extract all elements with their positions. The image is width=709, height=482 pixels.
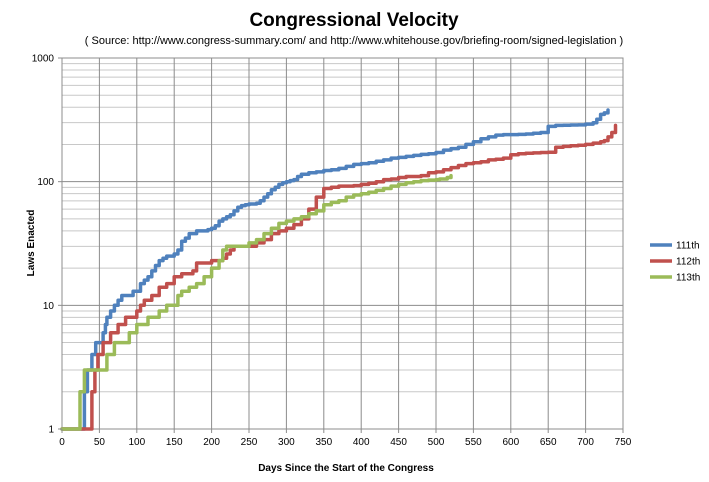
x-tick-label: 250 [241,437,258,448]
x-tick-label: 450 [390,437,407,448]
y-tick-label: 1000 [32,54,55,65]
series-line-112th [60,123,618,431]
legend-label-112th: 112th [676,257,700,268]
legend: 111th 112th 113th [650,241,700,284]
x-tick-label: 50 [94,437,106,448]
x-tick-label: 0 [59,437,65,448]
x-tick-label: 650 [540,437,557,448]
x-tick-label: 100 [128,437,145,448]
x-tick-label: 750 [615,437,632,448]
chart-title: Congressional Velocity [249,10,458,31]
series-line-111th [60,108,610,431]
plot-border [61,57,624,430]
x-axis-label: Days Since the Start of the Congress [258,463,434,474]
x-tick-label: 300 [278,437,295,448]
y-tick-label: 100 [37,177,54,188]
y-tick-label: 1 [48,425,54,436]
x-tick-label: 500 [428,437,445,448]
x-tick-label: 150 [166,437,183,448]
plot-background [62,58,623,429]
series-line-113th [60,173,453,431]
x-tick-label: 350 [315,437,332,448]
x-tick-label: 200 [203,437,220,448]
series-layer [60,108,618,431]
x-tick-label: 600 [502,437,519,448]
y-axis-label: Laws Enacted [26,210,37,277]
y-axis-ticks: 1 10 100 1000 [32,54,62,436]
legend-label-113th: 113th [676,273,700,284]
chart-subtitle: ( Source: http://www.congress-summary.co… [85,35,623,47]
grid [61,57,624,430]
x-axis-ticks: 0 50 100 150 200 250 300 350 400 450 500 550 600 650 7… [59,429,632,448]
x-tick-label: 400 [353,437,370,448]
legend-label-111th: 111th [676,241,700,252]
x-tick-label: 550 [465,437,482,448]
x-tick-label: 700 [577,437,594,448]
y-tick-label: 10 [43,301,55,312]
